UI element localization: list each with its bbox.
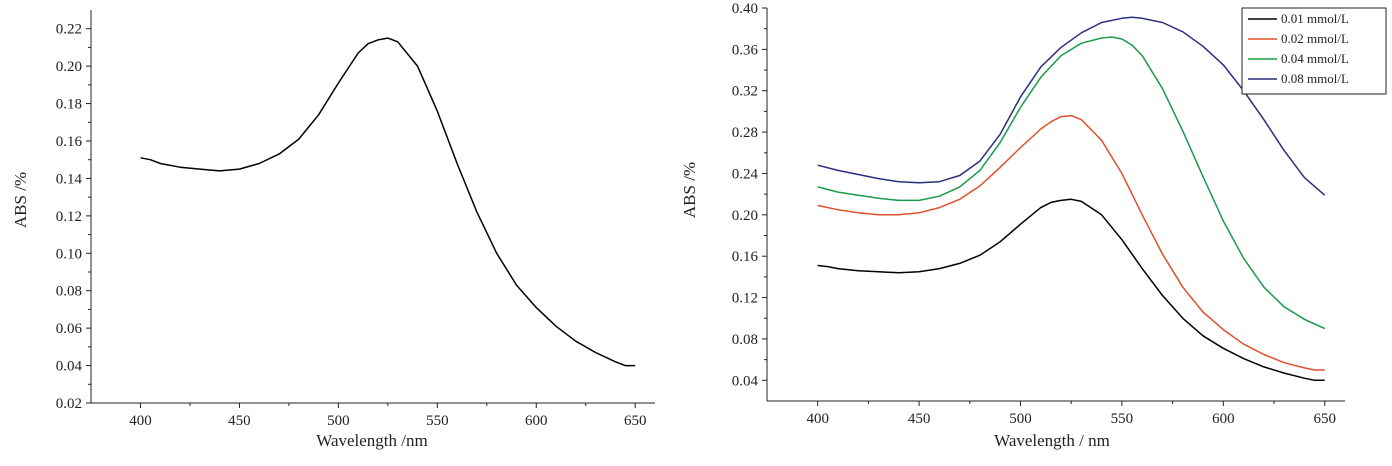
series-line-1 <box>140 37 636 367</box>
series-line-3 <box>817 36 1326 330</box>
y-tick-label: 0.16 <box>732 249 759 265</box>
legend-label: 0.01 mmol/L <box>1281 11 1349 26</box>
x-tick-label: 600 <box>525 413 548 429</box>
y-tick-label: 0.06 <box>56 321 83 337</box>
series-line-4 <box>817 16 1326 196</box>
y-tick-label: 0.32 <box>732 84 758 100</box>
y-tick-label: 0.18 <box>56 97 82 113</box>
legend-label: 0.02 mmol/L <box>1281 31 1349 46</box>
y-tick-label: 0.12 <box>732 291 758 307</box>
y-tick-label: 0.16 <box>56 134 83 150</box>
legend-entries: 0.01 mmol/L 0.02 mmol/L 0.04 mmol/L 0.08 mm… <box>1248 11 1349 86</box>
y-tick-label: 0.14 <box>56 171 83 187</box>
y-tick-label: 0.02 <box>56 396 82 412</box>
y-tick-label: 0.22 <box>56 22 82 38</box>
y-tick-label: 0.04 <box>732 373 759 389</box>
y-tick-label: 0.04 <box>56 359 83 375</box>
x-tick-label: 450 <box>228 413 251 429</box>
chart-right-series <box>817 16 1326 382</box>
y-tick-label: 0.12 <box>56 209 82 225</box>
legend-label: 0.04 mmol/L <box>1281 51 1349 66</box>
y-tick-label: 0.08 <box>56 284 82 300</box>
chart-left-x-ticks: 400 450 500 550 600 650 <box>129 403 646 429</box>
chart-right-y-axis-title: ABS /% <box>680 162 699 218</box>
chart-left-y-axis-title: ABS /% <box>11 172 30 228</box>
x-tick-label: 450 <box>908 411 931 427</box>
chart-left: 0.02 0.04 0.06 0.08 0.10 0.12 0.14 0.16 0.18 0.20… <box>11 10 655 450</box>
series-line-1 <box>817 198 1325 382</box>
x-tick-label: 400 <box>806 411 829 427</box>
x-tick-label: 600 <box>1212 411 1235 427</box>
y-tick-label: 0.36 <box>732 42 759 58</box>
chart-right-y-ticks: 0.04 0.08 0.12 0.16 0.20 0.24 0.28 0.32 0.36 0.40 <box>732 1 767 389</box>
x-tick-label: 650 <box>624 413 647 429</box>
x-tick-label: 550 <box>1111 411 1134 427</box>
y-tick-label: 0.10 <box>56 246 82 262</box>
x-tick-label: 650 <box>1313 411 1336 427</box>
x-tick-label: 550 <box>426 413 449 429</box>
y-tick-label: 0.40 <box>732 1 758 17</box>
x-tick-label: 500 <box>327 413 350 429</box>
y-tick-label: 0.24 <box>732 166 759 182</box>
y-tick-label: 0.20 <box>732 208 758 224</box>
x-tick-label: 500 <box>1009 411 1032 427</box>
chart-left-x-axis-title: Wavelength /nm <box>316 431 427 450</box>
chart-right-x-axis-title: Wavelength / nm <box>994 431 1110 450</box>
y-tick-label: 0.20 <box>56 59 82 75</box>
chart-right: 0.04 0.08 0.12 0.16 0.20 0.24 0.28 0.32 0.36 0.40… <box>680 1 1387 450</box>
legend-label: 0.08 mmol/L <box>1281 71 1349 86</box>
x-tick-label: 400 <box>129 413 152 429</box>
series-line-2 <box>817 114 1325 371</box>
y-tick-label: 0.08 <box>732 332 758 348</box>
chart-left-series <box>140 37 636 367</box>
chart-left-y-ticks: 0.02 0.04 0.06 0.08 0.10 0.12 0.14 0.16 0.18 0.20… <box>56 22 91 412</box>
chart-right-legend: 0.01 mmol/L 0.02 mmol/L 0.04 mmol/L 0.08 mm… <box>1241 7 1387 95</box>
chart-right-x-ticks: 400 450 500 550 600 650 <box>806 401 1336 427</box>
y-tick-label: 0.28 <box>732 125 758 141</box>
